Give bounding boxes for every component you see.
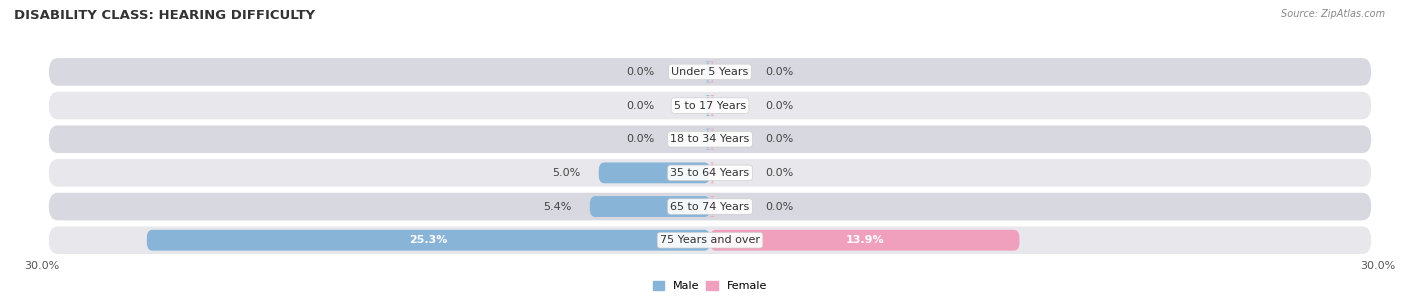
FancyBboxPatch shape bbox=[49, 193, 1371, 220]
Text: DISABILITY CLASS: HEARING DIFFICULTY: DISABILITY CLASS: HEARING DIFFICULTY bbox=[14, 9, 315, 22]
Text: 75 Years and over: 75 Years and over bbox=[659, 235, 761, 245]
FancyBboxPatch shape bbox=[710, 230, 1019, 251]
FancyBboxPatch shape bbox=[589, 196, 710, 217]
Text: 65 to 74 Years: 65 to 74 Years bbox=[671, 202, 749, 211]
Text: 0.0%: 0.0% bbox=[626, 67, 654, 77]
Text: 13.9%: 13.9% bbox=[845, 235, 884, 245]
Text: 0.0%: 0.0% bbox=[766, 202, 794, 211]
FancyBboxPatch shape bbox=[49, 226, 1371, 254]
Text: 35 to 64 Years: 35 to 64 Years bbox=[671, 168, 749, 178]
FancyBboxPatch shape bbox=[704, 129, 711, 150]
FancyBboxPatch shape bbox=[704, 62, 711, 82]
FancyBboxPatch shape bbox=[49, 159, 1371, 187]
Text: 18 to 34 Years: 18 to 34 Years bbox=[671, 134, 749, 144]
FancyBboxPatch shape bbox=[709, 95, 716, 116]
Text: 5.4%: 5.4% bbox=[544, 202, 572, 211]
Text: 0.0%: 0.0% bbox=[766, 67, 794, 77]
FancyBboxPatch shape bbox=[599, 162, 710, 183]
Text: 5.0%: 5.0% bbox=[553, 168, 581, 178]
Text: 0.0%: 0.0% bbox=[766, 101, 794, 110]
Text: Under 5 Years: Under 5 Years bbox=[672, 67, 748, 77]
Text: 25.3%: 25.3% bbox=[409, 235, 447, 245]
Text: 5 to 17 Years: 5 to 17 Years bbox=[673, 101, 747, 110]
FancyBboxPatch shape bbox=[49, 92, 1371, 119]
Legend: Male, Female: Male, Female bbox=[648, 277, 772, 296]
FancyBboxPatch shape bbox=[709, 196, 716, 217]
Text: 0.0%: 0.0% bbox=[626, 101, 654, 110]
FancyBboxPatch shape bbox=[704, 95, 711, 116]
Text: 0.0%: 0.0% bbox=[626, 134, 654, 144]
FancyBboxPatch shape bbox=[146, 230, 710, 251]
FancyBboxPatch shape bbox=[709, 162, 716, 183]
FancyBboxPatch shape bbox=[49, 58, 1371, 86]
Text: 0.0%: 0.0% bbox=[766, 168, 794, 178]
Text: Source: ZipAtlas.com: Source: ZipAtlas.com bbox=[1281, 9, 1385, 19]
FancyBboxPatch shape bbox=[49, 125, 1371, 153]
FancyBboxPatch shape bbox=[709, 62, 716, 82]
Text: 0.0%: 0.0% bbox=[766, 134, 794, 144]
FancyBboxPatch shape bbox=[709, 129, 716, 150]
